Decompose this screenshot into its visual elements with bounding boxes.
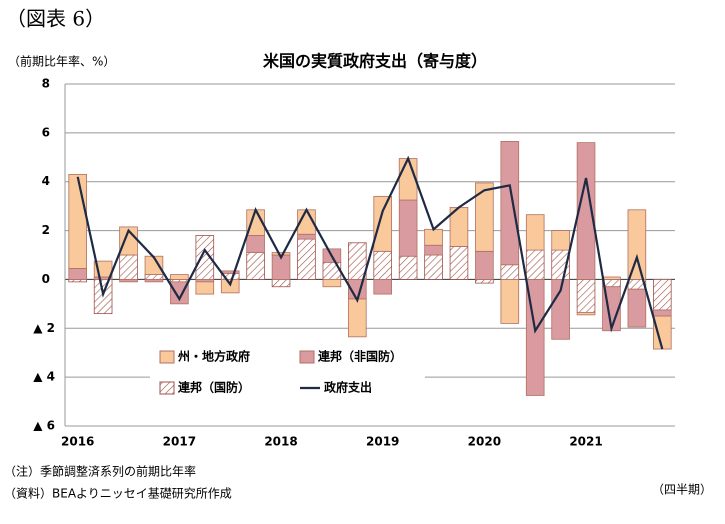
y-tick-label: ▲ 2 xyxy=(33,321,55,335)
x-tick-label: 2018 xyxy=(264,435,297,449)
bar-segment xyxy=(398,158,418,201)
y-tick-label: 0 xyxy=(42,272,50,286)
legend-label: 州・地方政府 xyxy=(177,349,250,364)
bar-segment xyxy=(398,199,418,257)
bar-segment xyxy=(297,238,316,280)
x-unit: （四半期） xyxy=(652,483,712,497)
x-tick-label: 2021 xyxy=(569,435,602,449)
bar-segment xyxy=(347,242,367,280)
bar-segment xyxy=(652,279,672,311)
bar-segment xyxy=(602,276,621,280)
bar-segment xyxy=(119,279,138,283)
bar-segment xyxy=(424,228,443,246)
bar-segment xyxy=(424,244,443,256)
bar-segment xyxy=(170,281,189,305)
y-tick-label: 4 xyxy=(42,174,50,188)
x-tick-label: 2020 xyxy=(468,435,501,449)
bar-segment xyxy=(551,279,570,340)
bar-segment xyxy=(322,279,342,288)
bar-segment xyxy=(475,279,494,284)
x-tick-label: 2019 xyxy=(366,435,399,449)
bar-segment xyxy=(68,268,88,280)
y-tick-label: ▲ 4 xyxy=(33,370,55,384)
legend-swatch xyxy=(159,381,175,395)
bar-segment xyxy=(652,315,672,350)
bar-segment xyxy=(144,274,164,280)
bar-segment xyxy=(576,279,596,313)
bar-segment xyxy=(576,312,596,316)
x-tick-label: 2017 xyxy=(163,435,196,449)
bar-segment xyxy=(627,288,647,328)
bar-segment xyxy=(525,249,545,280)
y-tick-label: ▲ 6 xyxy=(33,419,55,433)
bar-segment xyxy=(68,173,88,269)
bar-segment xyxy=(373,250,393,280)
chart-title: 米国の実質政府支出（寄与度） xyxy=(263,52,487,71)
bar-segment xyxy=(576,142,596,280)
y-tick-label: 8 xyxy=(42,77,50,91)
note: （注）季節調整済系列の前期比年率 xyxy=(4,464,196,479)
bar-segment xyxy=(500,264,520,280)
figure-label: （図表 6） xyxy=(6,7,105,31)
bar-segment xyxy=(424,254,443,280)
legend-label: 連邦（国防） xyxy=(178,380,250,395)
legend-label: 連邦（非国防） xyxy=(318,349,402,364)
bar-segment xyxy=(271,252,291,256)
source: （資料）BEAよりニッセイ基礎研究所作成 xyxy=(4,486,232,501)
line xyxy=(76,155,664,350)
bar-segment xyxy=(195,281,215,295)
legend-swatch xyxy=(299,350,315,364)
bar-segment xyxy=(475,250,494,280)
bar-segment xyxy=(398,255,418,280)
bar-segment xyxy=(271,279,291,288)
bar-segment xyxy=(246,252,265,280)
legend-swatch xyxy=(159,350,175,364)
legend: 州・地方政府 連邦（非国防） 連邦（国防） 政府支出 xyxy=(150,344,425,400)
bar-segment xyxy=(652,309,672,317)
bar-segment xyxy=(246,235,265,253)
bar-segment xyxy=(500,279,520,324)
bar-segment xyxy=(627,209,647,280)
y-tick-label: 2 xyxy=(42,223,50,237)
bar-segment xyxy=(144,279,164,283)
bar-segment xyxy=(449,246,469,280)
legend-box xyxy=(150,344,425,400)
unit-label: （前期比年率、%） xyxy=(8,54,115,69)
bar-segment xyxy=(373,279,393,295)
bar-segment xyxy=(347,298,367,338)
bar-segment xyxy=(373,195,393,252)
bar-segment xyxy=(220,270,240,274)
x-tick-label: 2016 xyxy=(61,435,94,449)
legend-label: 政府支出 xyxy=(324,380,372,395)
bar-segment xyxy=(170,274,189,280)
bar-segment xyxy=(500,141,520,266)
bar-segment xyxy=(119,254,138,280)
bar-segment xyxy=(525,214,545,251)
bar-segment xyxy=(297,233,316,240)
bar-segment xyxy=(475,182,494,252)
bar-segment xyxy=(551,230,570,251)
y-tick-label: 6 xyxy=(42,125,50,139)
